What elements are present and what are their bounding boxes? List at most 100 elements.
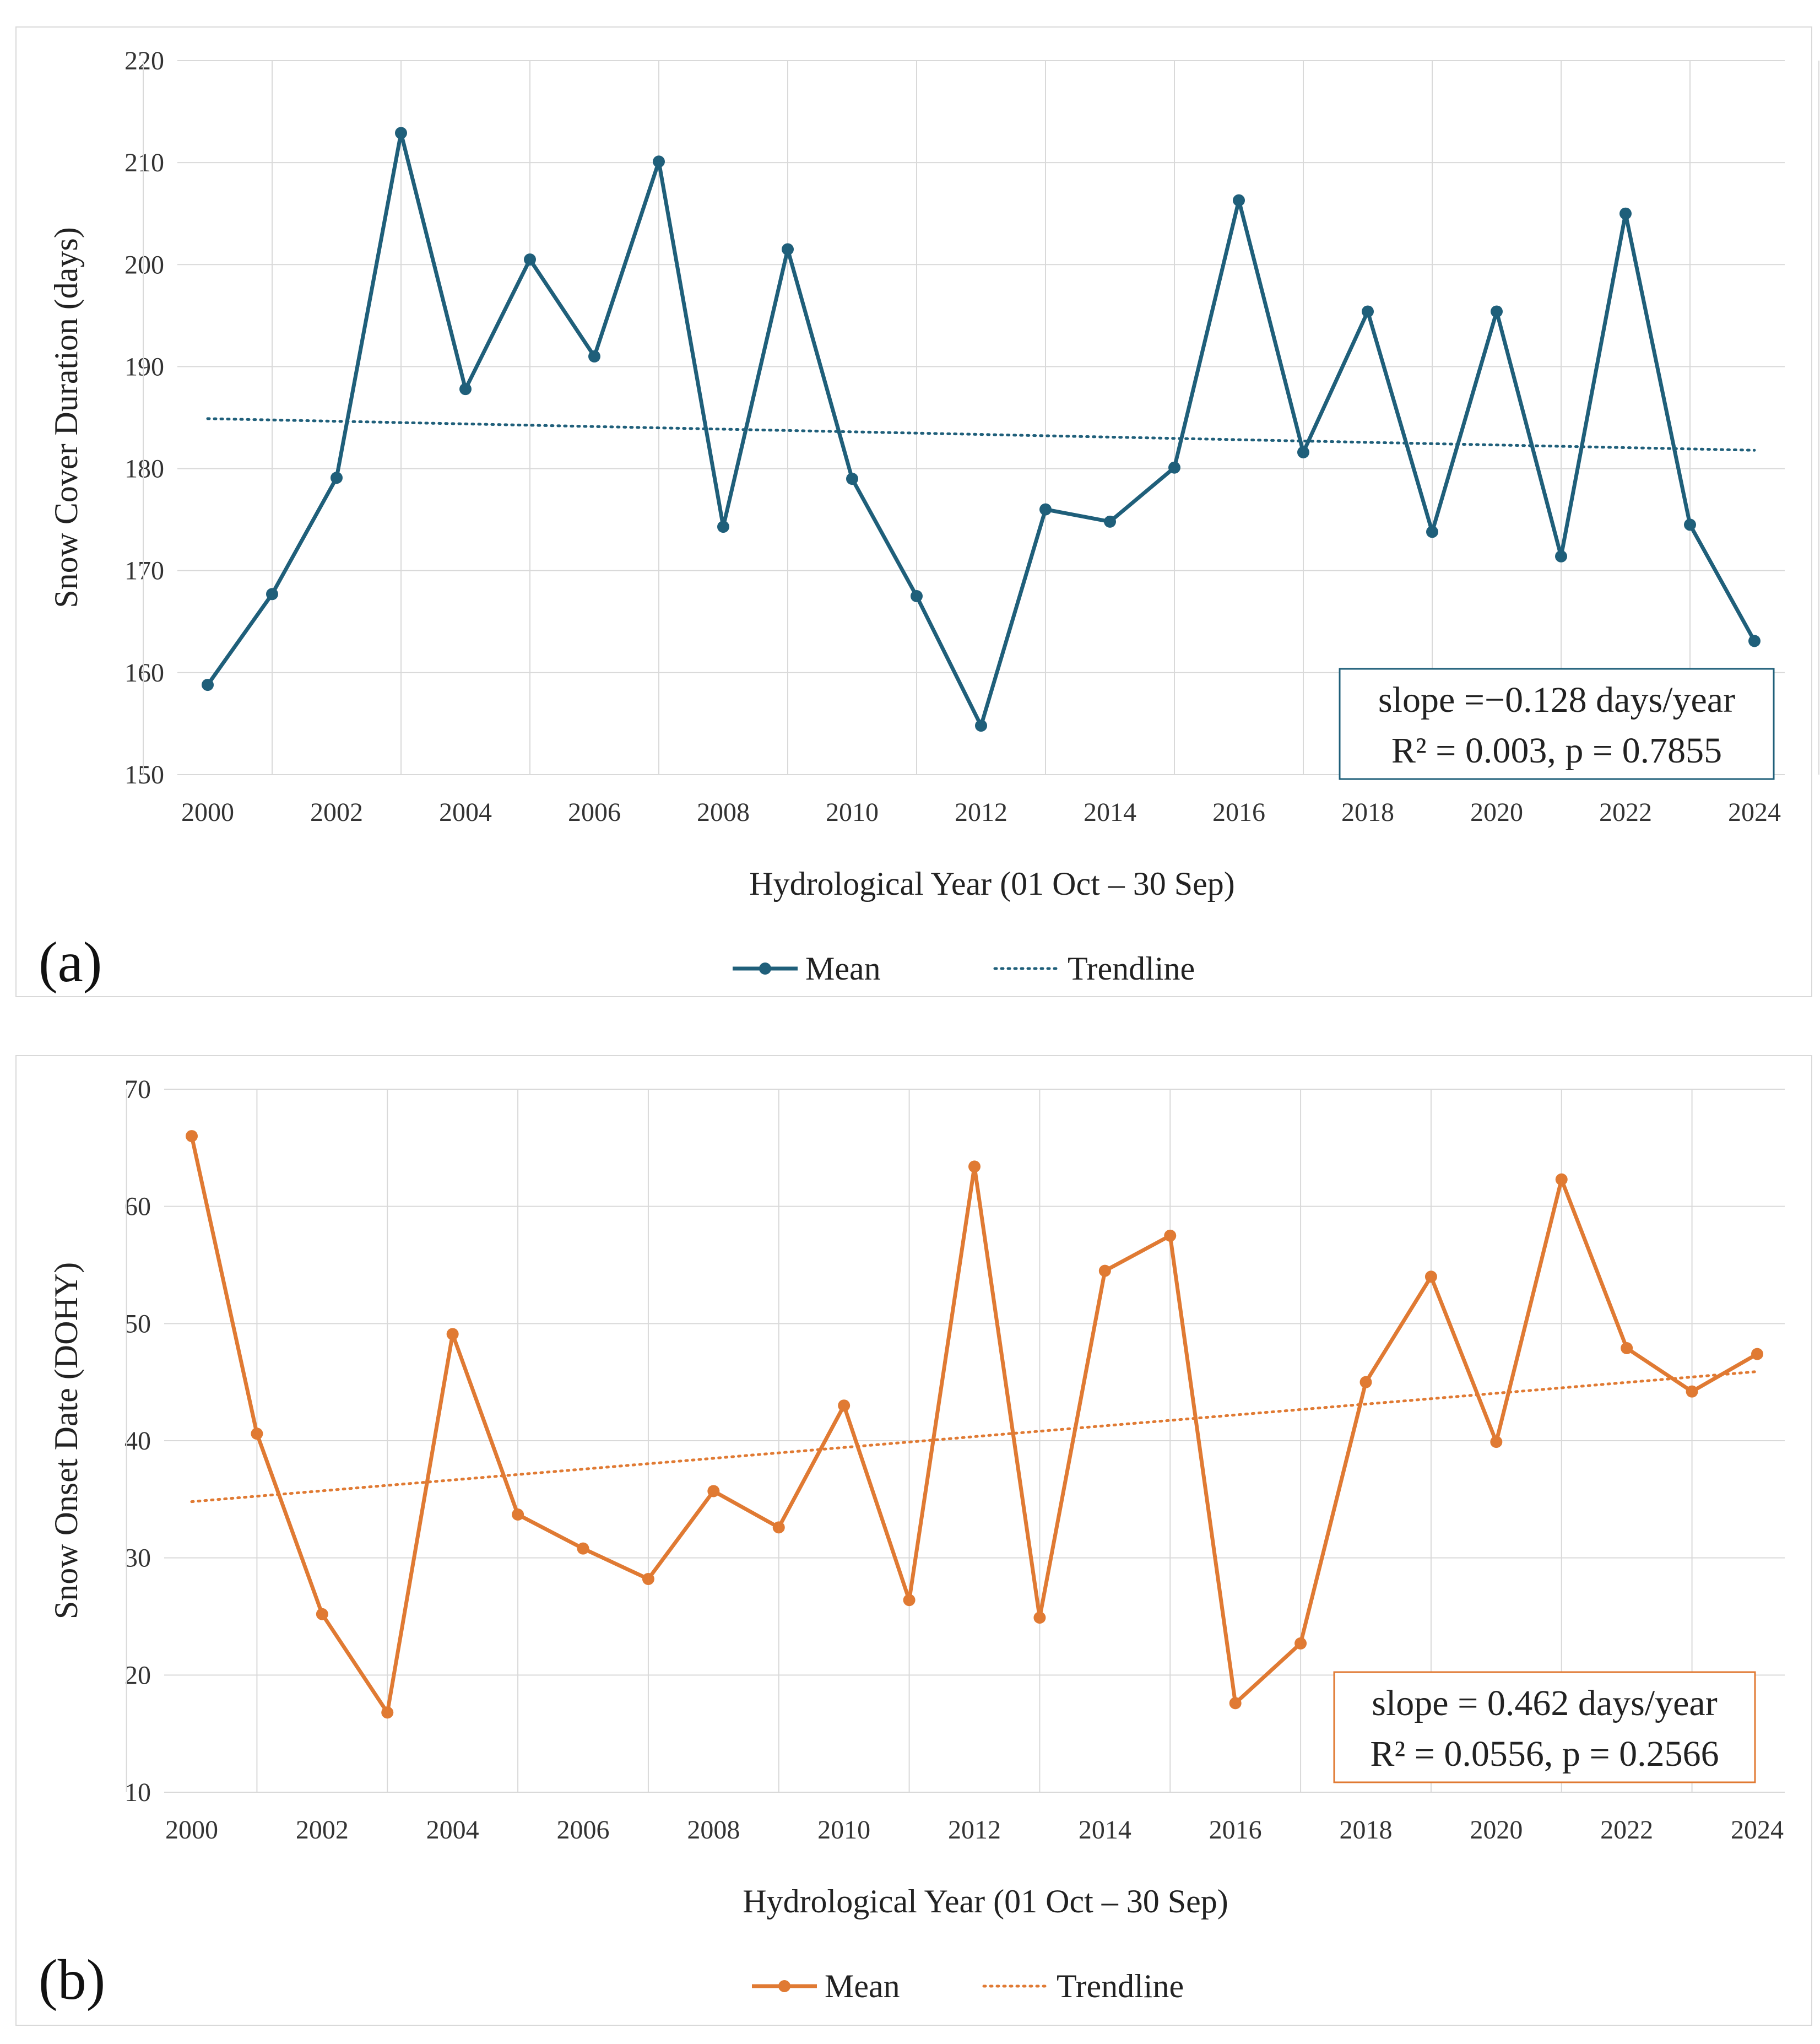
stats-box [1339,668,1775,780]
mean-data-point [1555,1173,1568,1186]
mean-data-point [975,720,987,732]
slope-annotation: slope = 0.462 days/year [1372,1683,1717,1723]
x-tick-label: 2004 [439,798,492,827]
x-axis-title: Hydrological Year (01 Oct – 30 Sep) [749,866,1235,902]
x-tick-label: 2012 [955,798,1008,827]
mean-data-point [717,521,729,533]
y-tick-label: 220 [124,46,164,75]
mean-data-point [266,588,278,601]
y-tick-label: 50 [124,1309,151,1338]
y-axis-title: Snow Onset Date (DOHY) [48,1262,84,1619]
mean-data-point [1098,1264,1111,1277]
x-tick-label: 2002 [296,1815,349,1845]
x-tick-label: 2024 [1728,798,1781,827]
mean-data-point [186,1130,198,1143]
mean-data-point [395,127,407,139]
mean-data-point [1104,515,1116,528]
mean-data-point [1359,1376,1372,1388]
mean-data-point [316,1608,328,1620]
mean-data-point [642,1572,654,1585]
mean-data-point [1033,1612,1046,1624]
legend-mean-marker [759,962,771,975]
mean-data-point [1621,1342,1633,1354]
x-tick-label: 2018 [1340,1815,1393,1845]
mean-data-point [782,243,794,256]
x-tick-label: 2012 [948,1815,1001,1845]
snow-onset-date-chart: 10 20 30 40 50 60 70 2000 2002 2004 2006 2008 2010 20… [39,1075,1785,2011]
mean-data-point [1424,1270,1437,1283]
legend-mean-marker [778,1980,790,1992]
mean-data-point [707,1485,720,1497]
mean-data-point [1490,1436,1503,1448]
mean-data-point [1684,518,1696,531]
x-tick-label: 2000 [165,1815,218,1845]
x-tick-label: 2010 [817,1815,870,1845]
x-tick-label: 2010 [826,798,879,827]
x-tick-label: 2018 [1341,798,1394,827]
mean-data-point [1164,1229,1177,1242]
x-tick-label: 2016 [1209,1815,1262,1845]
mean-data-point [653,155,665,168]
mean-data-point [1039,503,1052,516]
r2-p-annotation: R² = 0.0556, p = 0.2566 [1370,1734,1719,1774]
mean-data-point [1748,635,1761,647]
mean-data-point [846,473,858,485]
mean-data-point [331,472,343,484]
panel-label: (a) [39,931,102,994]
mean-data-point [381,1706,394,1719]
snow-cover-duration-chart: 150 160 170 180 190 200 210 220 2000 2002 2004 2006… [39,46,1819,994]
legend-mean-label: Mean [825,1968,900,2004]
mean-data-point [524,253,536,266]
mean-data-point [1619,207,1632,220]
y-tick-label: 170 [124,556,164,586]
y-tick-label: 70 [124,1075,151,1104]
x-tick-label: 2006 [557,1815,610,1845]
y-tick-label: 210 [124,148,164,177]
x-tick-label: 2006 [568,798,621,827]
x-tick-label: 2002 [310,798,363,827]
y-tick-label: 60 [124,1192,151,1221]
x-tick-label: 2004 [426,1815,479,1845]
y-tick-label: 150 [124,760,164,790]
x-tick-label: 2022 [1599,798,1652,827]
x-tick-label: 2020 [1470,1815,1523,1845]
x-tick-label: 2024 [1731,1815,1784,1845]
mean-series-line [189,1135,1758,1715]
mean-data-point [772,1521,785,1534]
mean-data-point [1555,550,1567,563]
y-tick-label: 40 [124,1426,151,1456]
mean-series-line [206,131,1757,728]
legend-mean-label: Mean [805,950,881,987]
mean-data-point [1751,1348,1763,1360]
y-tick-label: 20 [124,1661,151,1690]
mean-data-point [1233,194,1245,207]
mean-data-point [1426,526,1438,538]
y-axis-title: Snow Cover Duration (days) [48,227,84,608]
stats-box [1333,1671,1756,1783]
chart-panel-b: 10 20 30 40 50 60 70 2000 2002 2004 2006 2008 2010 20… [15,1055,1812,2026]
mean-data-point [1686,1385,1698,1398]
x-tick-label: 2020 [1470,798,1523,827]
mean-data-point [968,1160,981,1173]
y-tick-label: 190 [124,352,164,381]
mean-data-point [459,383,472,396]
trendline [206,417,1756,452]
trendline [190,1370,1759,1504]
x-tick-label: 2008 [697,798,750,827]
r2-p-annotation: R² = 0.003, p = 0.7855 [1391,731,1722,771]
x-tick-label: 2000 [181,798,234,827]
panel-label: (b) [39,1948,105,2011]
x-tick-label: 2014 [1079,1815,1131,1845]
x-tick-label: 2022 [1600,1815,1653,1845]
mean-data-point [202,679,214,691]
mean-data-point [512,1508,524,1521]
x-tick-label: 2016 [1212,798,1265,827]
legend-trendline-label: Trendline [1068,950,1195,987]
slope-annotation: slope =−0.128 days/year [1378,680,1735,720]
mean-data-point [1168,461,1180,474]
y-tick-label: 10 [124,1778,151,1807]
x-tick-label: 2008 [687,1815,740,1845]
mean-data-point [1491,305,1503,318]
mean-data-point [1294,1637,1307,1650]
mean-data-point [588,350,600,363]
